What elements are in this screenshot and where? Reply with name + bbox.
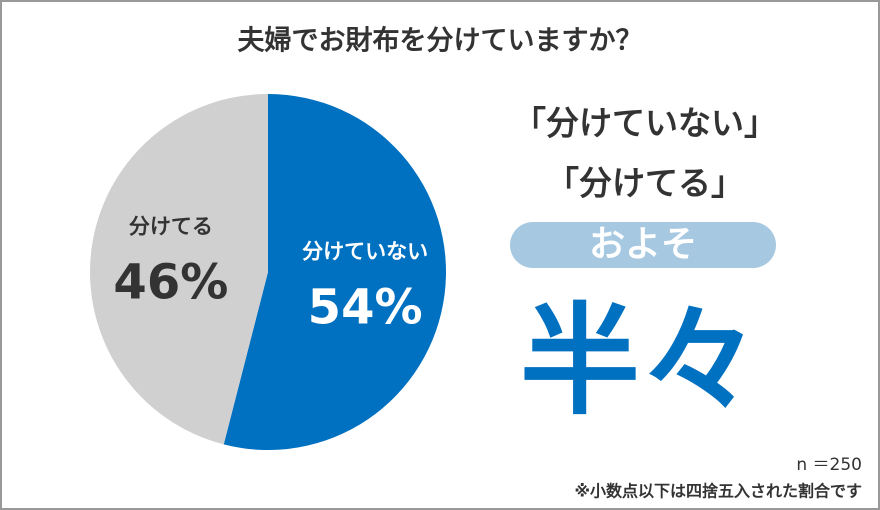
pie-slice bbox=[223, 94, 446, 450]
conclusion: 半々 bbox=[520, 293, 760, 432]
badge-text: およそ bbox=[589, 224, 697, 265]
sample-size: n ＝250 bbox=[796, 455, 862, 475]
slice-value-label: 46% bbox=[113, 255, 228, 311]
pie-slice bbox=[89, 94, 268, 445]
headline: 「分けていない」 bbox=[513, 104, 777, 143]
slice-category: 分けていない bbox=[302, 239, 428, 263]
slice-category: 分けてる bbox=[129, 215, 213, 239]
footnote: ※小数点以下は四捨五入された割合です bbox=[574, 482, 862, 501]
slice-value-label: 54% bbox=[308, 279, 423, 335]
headline: 「分けてる」 bbox=[546, 164, 744, 203]
chart-title: 夫婦でお財布を分けていますか？ bbox=[238, 26, 643, 57]
badge-pill bbox=[510, 222, 776, 268]
